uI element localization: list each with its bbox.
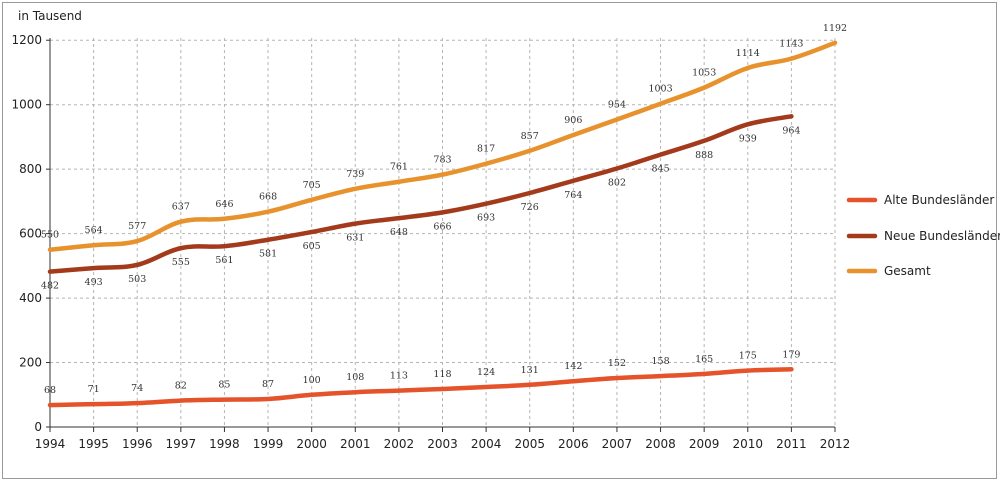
x-tick-label: 2005 [514,437,545,451]
data-label-alte-bundeslaender: 118 [433,369,451,380]
data-label-neue-bundeslaender: 726 [521,202,539,213]
data-label-neue-bundeslaender: 666 [433,221,451,232]
data-label-gesamt: 739 [346,169,364,180]
data-label-alte-bundeslaender: 131 [521,365,539,376]
data-label-alte-bundeslaender: 74 [131,383,143,394]
data-label-alte-bundeslaender: 158 [651,356,669,367]
data-label-alte-bundeslaender: 100 [303,375,321,386]
y-tick-label: 600 [19,227,42,241]
data-label-alte-bundeslaender: 87 [262,379,274,390]
y-tick-label: 200 [19,356,42,370]
x-tick-label: 2007 [602,437,633,451]
data-labels: 68 71 74 82 85 87 100 108 113 118 124 131 142 152 158 1… [41,23,847,396]
data-label-alte-bundeslaender: 152 [608,358,626,369]
x-tick-label: 1996 [122,437,153,451]
data-label-gesamt: 1192 [823,23,847,34]
x-tick-label: 2004 [471,437,502,451]
data-label-gesamt: 954 [608,100,626,111]
y-tick-label: 1000 [11,98,42,112]
x-tick-label: 2000 [296,437,327,451]
x-tick-label: 2006 [558,437,589,451]
data-label-gesamt: 1053 [692,68,716,79]
x-tick-label: 1998 [209,437,240,451]
data-label-neue-bundeslaender: 888 [695,150,713,161]
data-label-neue-bundeslaender: 561 [215,255,233,266]
grid-lines [50,38,836,427]
data-label-alte-bundeslaender: 179 [782,349,800,360]
data-label-alte-bundeslaender: 71 [88,384,100,395]
y-tick-label: 400 [19,291,42,305]
x-tick-label: 1997 [166,437,197,451]
legend: Alte Bundesländer Neue Bundesländer Gesamt [846,193,1000,278]
data-label-neue-bundeslaender: 581 [259,249,277,260]
data-label-gesamt: 1114 [736,48,760,59]
data-label-neue-bundeslaender: 764 [564,190,582,201]
series-line-neue-bundeslaender [47,114,794,274]
data-label-alte-bundeslaender: 68 [44,385,56,396]
legend-label-neue-bundeslaender: Neue Bundesländer [884,229,1000,243]
data-label-gesamt: 550 [41,230,59,241]
data-label-neue-bundeslaender: 939 [739,133,757,144]
data-label-neue-bundeslaender: 605 [303,241,321,252]
data-label-gesamt: 906 [564,115,582,126]
data-label-gesamt: 817 [477,144,495,155]
data-label-neue-bundeslaender: 482 [41,281,59,292]
x-tick-label: 2008 [645,437,676,451]
x-tick-label: 2010 [733,437,764,451]
x-tick-label: 2001 [340,437,371,451]
series-line-alte-bundeslaender [47,367,794,408]
data-label-gesamt: 637 [172,202,190,213]
data-label-gesamt: 1143 [779,39,803,50]
data-label-gesamt: 564 [85,225,103,236]
data-label-neue-bundeslaender: 503 [128,274,146,285]
data-label-gesamt: 646 [215,199,233,210]
data-label-alte-bundeslaender: 175 [739,351,757,362]
data-label-neue-bundeslaender: 964 [782,125,800,136]
data-label-neue-bundeslaender: 648 [390,227,408,238]
x-tick-label: 2011 [776,437,807,451]
data-label-gesamt: 783 [433,155,451,166]
x-tick-label: 1999 [253,437,284,451]
x-tick-label: 2003 [427,437,458,451]
data-label-gesamt: 1003 [648,84,672,95]
data-label-gesamt: 668 [259,192,277,203]
x-tick-label: 2012 [820,437,851,451]
data-label-neue-bundeslaender: 555 [172,257,190,268]
data-label-neue-bundeslaender: 802 [608,178,626,189]
data-label-gesamt: 761 [390,162,408,173]
data-label-alte-bundeslaender: 165 [695,354,713,365]
data-label-gesamt: 705 [303,180,321,191]
y-tick-label: 800 [19,162,42,176]
data-label-neue-bundeslaender: 631 [346,233,364,244]
series-line-gesamt [47,40,838,252]
axes: 0 200 400 600 800 1000 1200 1994 1995 1996 1997 199… [11,33,850,451]
legend-label-gesamt: Gesamt [884,264,931,278]
data-label-alte-bundeslaender: 108 [346,372,364,383]
x-tick-label: 2002 [384,437,415,451]
y-tick-label: 0 [34,420,42,434]
data-label-neue-bundeslaender: 693 [477,213,495,224]
data-label-alte-bundeslaender: 85 [218,380,230,391]
legend-label-alte-bundeslaender: Alte Bundesländer [884,193,994,207]
data-label-neue-bundeslaender: 493 [85,277,103,288]
data-label-neue-bundeslaender: 845 [651,164,669,175]
data-label-gesamt: 577 [128,221,146,232]
x-tick-label: 2009 [689,437,720,451]
y-axis-label: in Tausend [18,9,82,23]
series-lines [47,40,838,408]
data-label-gesamt: 857 [521,131,539,142]
data-label-alte-bundeslaender: 113 [390,371,408,382]
data-label-alte-bundeslaender: 124 [477,367,495,378]
data-label-alte-bundeslaender: 142 [564,361,582,372]
y-tick-label: 1200 [11,33,42,47]
x-tick-label: 1994 [35,437,66,451]
data-label-alte-bundeslaender: 82 [175,381,187,392]
x-tick-label: 1995 [78,437,109,451]
